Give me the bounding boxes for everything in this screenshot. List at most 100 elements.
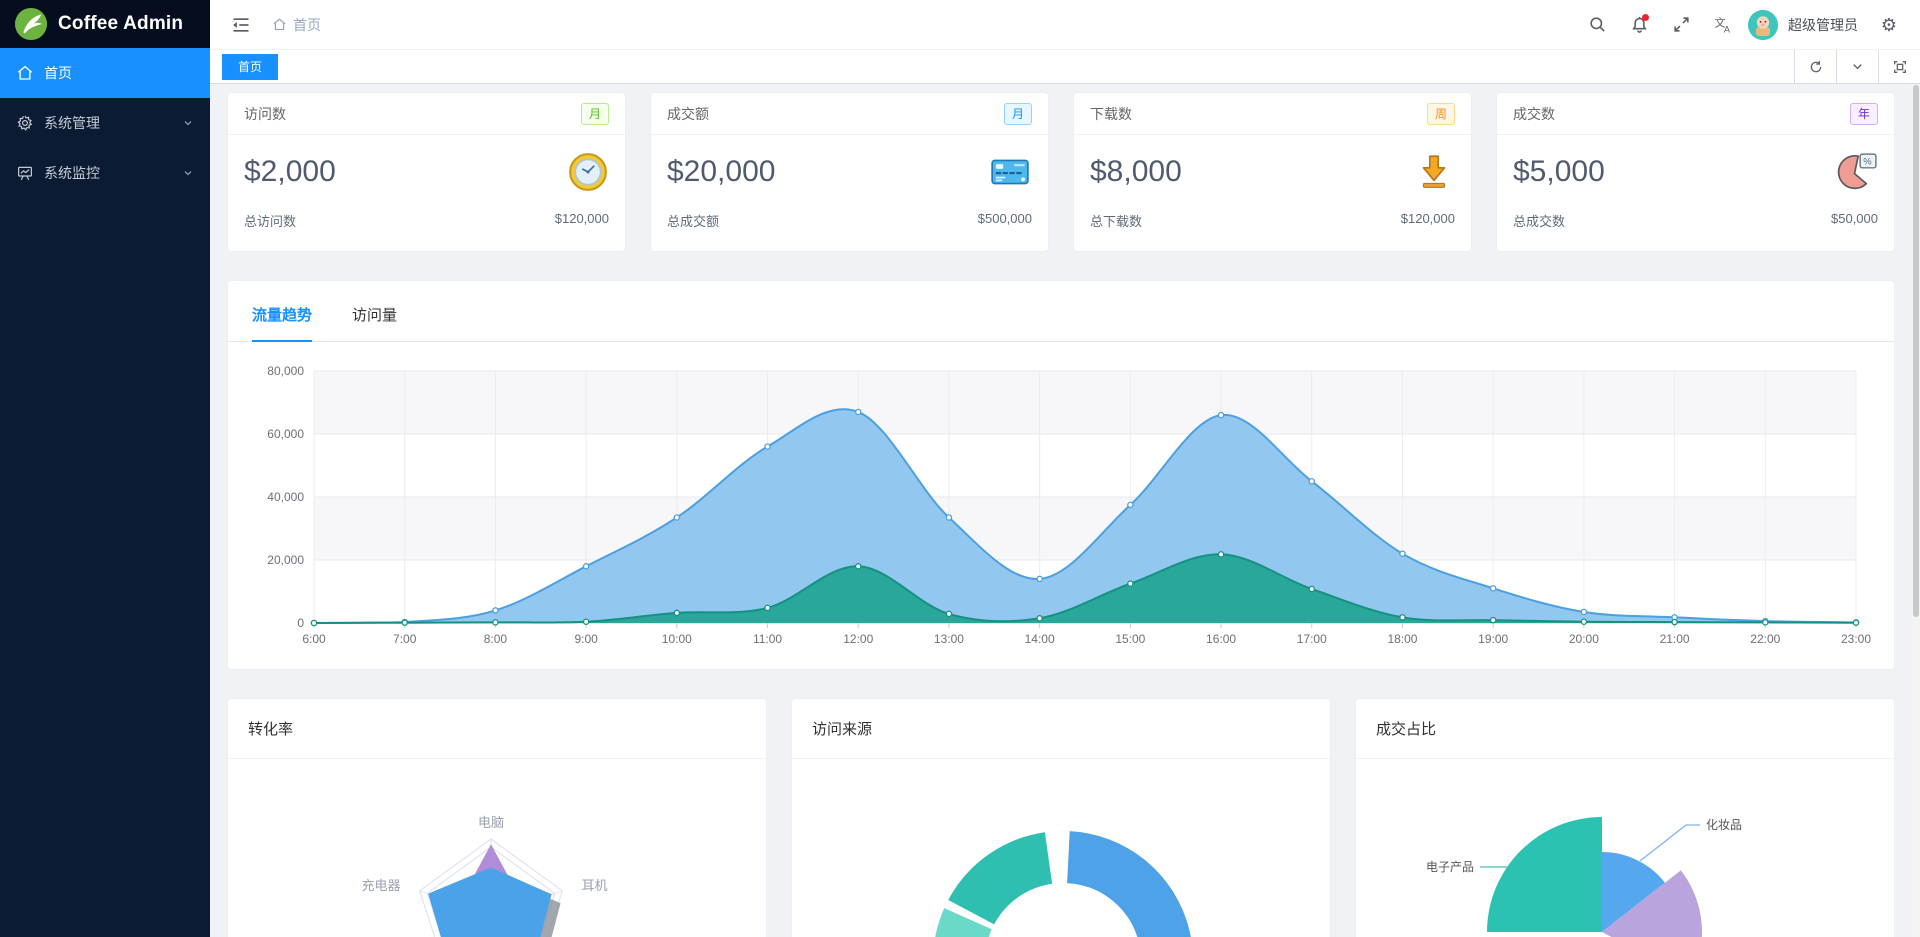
- stat-card-title: 成交数: [1513, 105, 1555, 122]
- maximize-icon: [1893, 60, 1906, 73]
- conversion-rate-card: 转化率 电脑 耳机 充电器: [227, 698, 767, 937]
- stat-footer-label: 总成交数: [1513, 214, 1566, 229]
- tabs-dropdown-button[interactable]: [1836, 50, 1878, 83]
- visit-source-donut-chart: [935, 831, 1191, 937]
- pie-percent-icon: %: [1837, 153, 1877, 190]
- stat-footer-value: $50,000: [1831, 211, 1878, 226]
- navbar-left: 首页: [224, 8, 321, 42]
- refresh-tab-button[interactable]: [1794, 50, 1836, 83]
- stat-card-title: 下载数: [1090, 105, 1132, 122]
- settings-button[interactable]: ⚙: [1872, 8, 1906, 42]
- period-badge: 月: [1003, 102, 1032, 125]
- stat-value: $8,000: [1090, 155, 1182, 188]
- stat-value: $2,000: [244, 155, 336, 188]
- translate-icon: 文 A: [1715, 15, 1731, 34]
- route-tab-home[interactable]: 首页: [222, 54, 279, 80]
- sidebar-item-label: 系统监控: [44, 165, 100, 181]
- user-name[interactable]: 超级管理员: [1788, 16, 1858, 33]
- route-tabs-bar: 首页: [210, 50, 1920, 84]
- app-title: Coffee Admin: [58, 13, 184, 34]
- bell-icon: [1631, 16, 1647, 33]
- stat-card-deals: 成交数 年 $5,000 % 总成交数 $50,000: [1496, 92, 1895, 252]
- stat-footer-value: $120,000: [554, 211, 609, 226]
- traffic-trend-card: 流量趋势 访问量 0 20,000 40,000 60,000 80,000 6:00 7:…: [227, 280, 1895, 670]
- svg-text:15:00: 15:00: [1115, 632, 1145, 646]
- page-scrollbar[interactable]: [1912, 84, 1920, 937]
- svg-text:19:00: 19:00: [1478, 632, 1508, 646]
- svg-text:10:00: 10:00: [662, 632, 692, 646]
- card-title: 访问来源: [792, 699, 1330, 759]
- svg-text:11:00: 11:00: [753, 632, 782, 646]
- sidebar-collapse-button[interactable]: [224, 8, 258, 42]
- svg-text:20:00: 20:00: [1569, 632, 1599, 646]
- svg-text:80,000: 80,000: [267, 364, 304, 378]
- svg-text:化妆品: 化妆品: [1706, 818, 1742, 832]
- breadcrumb[interactable]: 首页: [272, 15, 321, 35]
- menu-fold-icon: [233, 17, 249, 32]
- bottom-cards-row: 转化率 电脑 耳机 充电器 访问来源 成交占比 化妆品 电子产品: [227, 698, 1895, 937]
- search-button[interactable]: [1580, 8, 1614, 42]
- stat-footer-label: 总成交额: [667, 214, 720, 229]
- translate-button[interactable]: 文 A: [1706, 8, 1740, 42]
- card-title: 转化率: [228, 699, 766, 759]
- svg-text:17:00: 17:00: [1297, 632, 1327, 646]
- breadcrumb-item: 首页: [293, 16, 321, 33]
- scrollbar-thumb[interactable]: [1913, 85, 1919, 617]
- tab-controls: [1794, 50, 1920, 83]
- maximize-view-button[interactable]: [1878, 50, 1920, 83]
- sidebar-item-system-monitor[interactable]: 系统监控: [0, 148, 210, 198]
- page-content: 访问数 月 $2,000 总访问数 $120,000: [210, 84, 1912, 937]
- trend-tabs: 流量趋势 访问量: [228, 281, 1894, 342]
- navbar-right: 文 A 超级管理员 ⚙: [1580, 8, 1906, 42]
- svg-text:9:00: 9:00: [574, 632, 598, 646]
- main-area: 首页: [210, 0, 1920, 937]
- svg-text:60,000: 60,000: [267, 427, 304, 441]
- app-logo: Coffee Admin: [0, 0, 210, 48]
- search-icon: [1589, 17, 1605, 32]
- svg-text:16:00: 16:00: [1206, 632, 1236, 646]
- home-icon: [273, 18, 286, 31]
- sidebar-item-home[interactable]: 首页: [0, 48, 210, 98]
- svg-text:14:00: 14:00: [1025, 632, 1055, 646]
- svg-text:6:00: 6:00: [302, 632, 326, 646]
- sidebar-item-label: 首页: [44, 65, 72, 81]
- sidebar-item-label: 系统管理: [44, 115, 100, 131]
- svg-text:电子产品: 电子产品: [1426, 860, 1474, 874]
- top-navbar: 首页: [210, 0, 1920, 50]
- stat-footer-value: $120,000: [1400, 211, 1455, 226]
- fullscreen-button[interactable]: [1664, 8, 1698, 42]
- tab-visit-volume[interactable]: 访问量: [352, 307, 398, 324]
- svg-text:%: %: [1863, 157, 1872, 168]
- svg-text:40,000: 40,000: [267, 490, 304, 504]
- stat-card-downloads: 下载数 周 $8,000 总下载数 $120,000: [1073, 92, 1472, 252]
- refresh-icon: [1810, 60, 1821, 72]
- download-icon: [1422, 155, 1446, 188]
- sidebar-item-system-management[interactable]: 系统管理: [0, 98, 210, 148]
- credit-card-icon: [991, 159, 1029, 185]
- period-badge: 年: [1849, 102, 1878, 125]
- sidebar: Coffee Admin 首页 系统管理 系统监控: [0, 0, 210, 937]
- svg-text:22:00: 22:00: [1750, 632, 1780, 646]
- stat-cards-row: 访问数 月 $2,000 总访问数 $120,000: [227, 92, 1895, 252]
- notifications-button[interactable]: [1622, 8, 1656, 42]
- period-badge: 周: [1426, 102, 1455, 125]
- svg-text:7:00: 7:00: [393, 632, 417, 646]
- chevron-down-icon: [184, 121, 192, 126]
- svg-text:12:00: 12:00: [843, 632, 873, 646]
- svg-text:A: A: [1724, 24, 1731, 34]
- svg-text:0: 0: [297, 616, 304, 630]
- svg-text:文: 文: [1715, 15, 1726, 29]
- gear-icon: [17, 115, 33, 131]
- stat-card-turnover: 成交额 月 $20,000: [650, 92, 1049, 252]
- tab-traffic-trend[interactable]: 流量趋势: [252, 304, 313, 342]
- visit-source-card: 访问来源: [791, 698, 1331, 937]
- svg-text:13:00: 13:00: [934, 632, 964, 646]
- svg-text:20,000: 20,000: [267, 553, 304, 567]
- stat-value: $5,000: [1513, 155, 1605, 188]
- svg-text:18:00: 18:00: [1387, 632, 1417, 646]
- user-avatar[interactable]: [1748, 9, 1778, 40]
- notification-dot: [1642, 13, 1649, 21]
- traffic-trend-chart: 0 20,000 40,000 60,000 80,000 6:00 7:00 8:00 9:0…: [267, 364, 1871, 646]
